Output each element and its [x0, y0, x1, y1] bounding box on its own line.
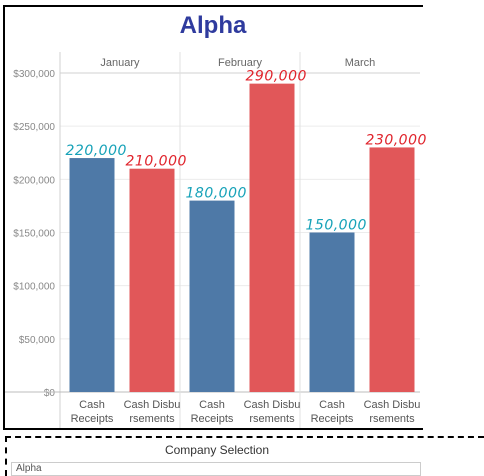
x-category-label: Cash Disbu [244, 399, 301, 411]
bar-cash-receipts [69, 158, 115, 392]
company-selection-dropdown[interactable]: Alpha [11, 462, 421, 476]
group-header-label: February [218, 57, 263, 69]
handwritten-value-label: 210,000 [126, 154, 187, 170]
handwritten-value-label: 150,000 [306, 218, 367, 234]
handwritten-value-label: 180,000 [186, 186, 247, 202]
handwritten-value-label: 230,000 [366, 132, 427, 148]
group-header-label: March [345, 57, 376, 69]
group-header-label: January [100, 57, 140, 69]
x-category-label: Cash Disbu [364, 399, 421, 411]
bar-chart: $0 $50,000 $100,000 $150,000 $200,000 $250,00… [5, 52, 427, 428]
x-category-label: Cash [199, 399, 225, 411]
y-tick-label: $250,000 [13, 122, 55, 133]
company-selection-panel: Company Selection Alpha [5, 436, 484, 476]
y-tick-label: $0 [44, 388, 56, 399]
y-tick-label: $150,000 [13, 229, 55, 240]
y-tick-label: $300,000 [13, 69, 55, 80]
x-category-label: Receipts [311, 413, 354, 425]
bar-cash-disbursements [129, 168, 175, 392]
x-category-label: Cash Disbu [124, 399, 181, 411]
bar-cash-disbursements [249, 83, 295, 392]
x-category-label: rsements [129, 413, 175, 425]
x-category-label: rsements [249, 413, 295, 425]
y-tick-label: $50,000 [19, 335, 56, 346]
x-category-label: Receipts [71, 413, 114, 425]
chart-title: Alpha [179, 12, 247, 39]
bar-cash-receipts [309, 232, 355, 392]
bar-cash-disbursements [369, 147, 415, 392]
y-tick-label: $200,000 [13, 175, 55, 186]
handwritten-value-label: 220,000 [66, 143, 127, 159]
x-category-label: Cash [79, 399, 105, 411]
handwritten-value-label: 290,000 [246, 69, 307, 85]
x-category-label: Cash [319, 399, 345, 411]
bar-cash-receipts [189, 200, 235, 392]
y-tick-label: $100,000 [13, 282, 55, 293]
x-category-label: Receipts [191, 413, 234, 425]
x-category-label: rsements [369, 413, 415, 425]
company-selection-title: Company Selection [164, 443, 270, 457]
chart-frame [3, 5, 423, 430]
